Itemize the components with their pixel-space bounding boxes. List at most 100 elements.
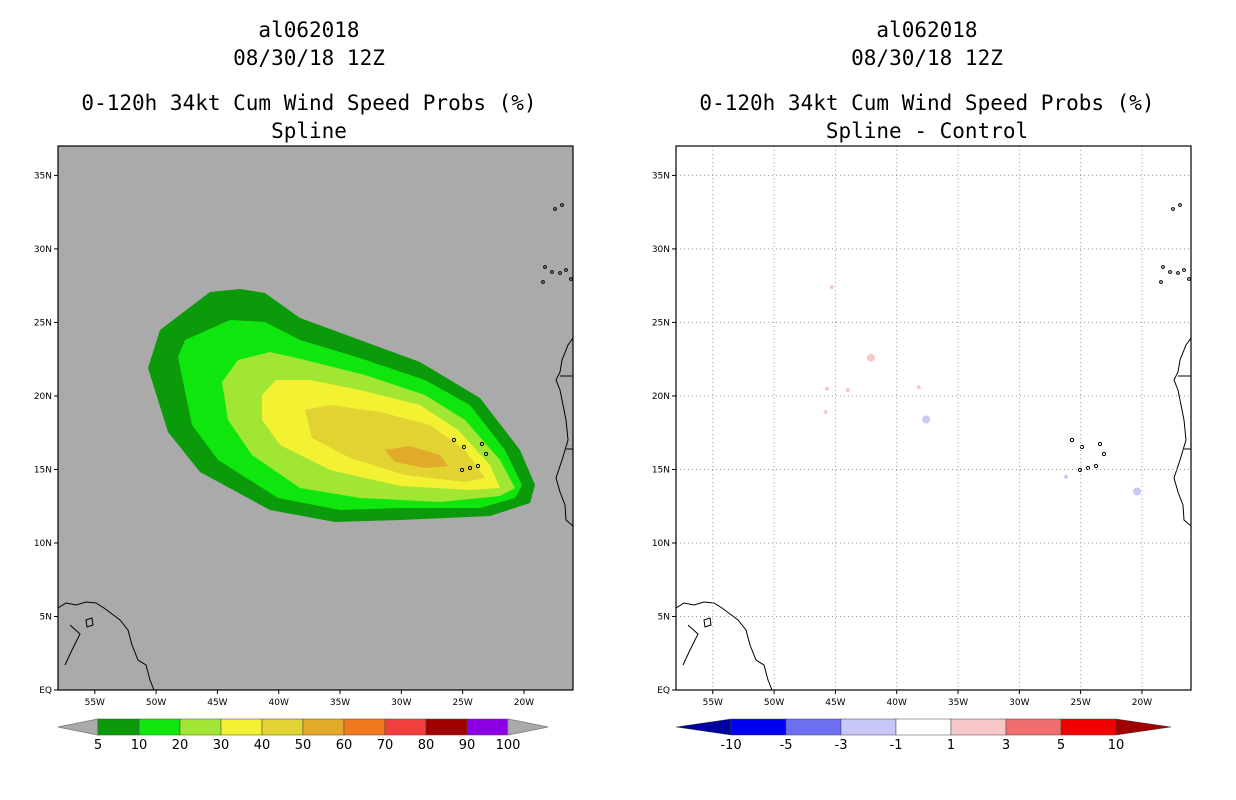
island-outline bbox=[550, 270, 554, 274]
africa-coastline bbox=[555, 337, 573, 527]
colorbar-label: 20 bbox=[172, 738, 189, 753]
colorbar-segment bbox=[179, 718, 222, 736]
y-tick-label: 30N bbox=[652, 245, 670, 255]
y-tick-label: 5N bbox=[658, 612, 670, 622]
difference-spot bbox=[1063, 474, 1068, 479]
island-outline bbox=[451, 437, 457, 443]
colorbar-segment bbox=[220, 718, 263, 736]
storm-id-label: al062018 bbox=[876, 18, 978, 42]
y-tick-label: 15N bbox=[652, 465, 670, 475]
chart-title: 0-120h 34kt Cum Wind Speed Probs (%) bbox=[699, 91, 1155, 115]
colorbar-segment bbox=[343, 718, 386, 736]
colorbar-label: 100 bbox=[496, 738, 521, 753]
x-tick-label: 45W bbox=[207, 698, 227, 708]
colorbar-label: 60 bbox=[336, 738, 353, 753]
island-outline bbox=[703, 617, 712, 628]
chart-subtitle: Spline - Control bbox=[825, 119, 1029, 143]
south-america-coastline bbox=[58, 601, 155, 690]
map-frame bbox=[57, 145, 574, 691]
island-outline bbox=[1101, 451, 1107, 457]
spline-panel: al062018 08/30/18 12Z 0-120h 34kt Cum Wi… bbox=[34, 18, 574, 753]
y-tick-label: 35N bbox=[652, 171, 670, 181]
island-outline bbox=[1176, 271, 1180, 275]
island-outline bbox=[1159, 280, 1163, 284]
island-outline bbox=[1168, 270, 1172, 274]
island-outline bbox=[543, 265, 547, 269]
colorbar-segment bbox=[261, 718, 304, 736]
colorbar-label: 3 bbox=[1002, 738, 1010, 753]
south-america-coastline bbox=[676, 601, 773, 690]
x-tick-label: 35W bbox=[948, 698, 968, 708]
island-outline bbox=[1178, 203, 1182, 207]
island-outline bbox=[475, 463, 481, 469]
difference-spot bbox=[866, 353, 875, 362]
y-tick-label: 35N bbox=[34, 171, 52, 181]
colorbar-high-arrow bbox=[1115, 718, 1172, 736]
island-outline bbox=[85, 617, 94, 628]
colorbar-segment bbox=[138, 718, 181, 736]
x-tick-label: 25W bbox=[452, 698, 472, 708]
x-tick-label: 25W bbox=[1070, 698, 1090, 708]
x-tick-label: 50W bbox=[764, 698, 784, 708]
x-tick-label: 45W bbox=[825, 698, 845, 708]
y-tick-label: 25N bbox=[34, 318, 52, 328]
storm-id-label: al062018 bbox=[258, 18, 360, 42]
colorbar-segment bbox=[425, 718, 468, 736]
y-tick-label: 5N bbox=[40, 612, 52, 622]
colorbar-label: 40 bbox=[254, 738, 271, 753]
colorbar-segment bbox=[730, 718, 787, 736]
colorbar-label: 5 bbox=[94, 738, 102, 753]
difference-panel: al062018 08/30/18 12Z 0-120h 34kt Cum Wi… bbox=[618, 0, 1236, 800]
island-outline bbox=[1187, 277, 1191, 281]
island-outline bbox=[483, 451, 489, 457]
y-tick-label: 30N bbox=[34, 245, 52, 255]
colorbar-label: -10 bbox=[720, 738, 741, 753]
difference-spot bbox=[829, 285, 834, 290]
datetime-label: 08/30/18 12Z bbox=[851, 46, 1003, 70]
colorbar-label: 10 bbox=[1108, 738, 1125, 753]
river-border bbox=[64, 624, 81, 666]
island-outline bbox=[479, 441, 485, 447]
map-background bbox=[676, 146, 1191, 690]
colorbar-segment bbox=[950, 718, 1007, 736]
island-outline bbox=[569, 277, 573, 281]
colorbar-segment bbox=[1060, 718, 1117, 736]
x-tick-label: 30W bbox=[1009, 698, 1029, 708]
colorbar-label: 10 bbox=[131, 738, 148, 753]
spline-map: 55W 50W 45W 40W 35W 30W 25W 20W EQ 5N 10N 15N 20N 25N… bbox=[34, 145, 574, 753]
difference-map: 55W 50W 45W 40W 35W 30W 25W 20W EQ 5N 10N 15N 20N 25N… bbox=[652, 145, 1192, 753]
island-outline bbox=[1077, 467, 1083, 473]
island-outline bbox=[560, 203, 564, 207]
y-tick-label: EQ bbox=[39, 686, 52, 696]
y-tick-label: 20N bbox=[34, 392, 52, 402]
island-outline bbox=[467, 465, 473, 471]
difference-spot bbox=[823, 410, 828, 415]
colorbar-label: -5 bbox=[780, 738, 793, 753]
river-border bbox=[682, 624, 699, 666]
island-outline bbox=[459, 467, 465, 473]
x-tick-label: 30W bbox=[391, 698, 411, 708]
x-tick-label: 55W bbox=[703, 698, 723, 708]
x-tick-label: 20W bbox=[514, 698, 534, 708]
island-outline bbox=[558, 271, 562, 275]
map-content bbox=[58, 203, 573, 690]
difference-spot bbox=[1133, 487, 1142, 496]
island-outline bbox=[553, 207, 557, 211]
colorbar-label: 70 bbox=[377, 738, 394, 753]
difference-spot bbox=[922, 415, 931, 424]
difference-spot bbox=[824, 386, 829, 391]
island-outline bbox=[1069, 437, 1075, 443]
island-outline bbox=[1171, 207, 1175, 211]
island-outline bbox=[461, 444, 467, 450]
colorbar-label: -1 bbox=[890, 738, 903, 753]
map-content bbox=[676, 203, 1191, 690]
colorbar-label: 80 bbox=[418, 738, 435, 753]
colorbar-segment bbox=[466, 718, 509, 736]
colorbar-label: -3 bbox=[835, 738, 848, 753]
difference-spot bbox=[845, 388, 850, 393]
island-outline bbox=[1093, 463, 1099, 469]
africa-coastline bbox=[1173, 337, 1191, 527]
island-outline bbox=[1097, 441, 1103, 447]
colorbar-segment bbox=[895, 718, 952, 736]
island-outline bbox=[564, 268, 568, 272]
